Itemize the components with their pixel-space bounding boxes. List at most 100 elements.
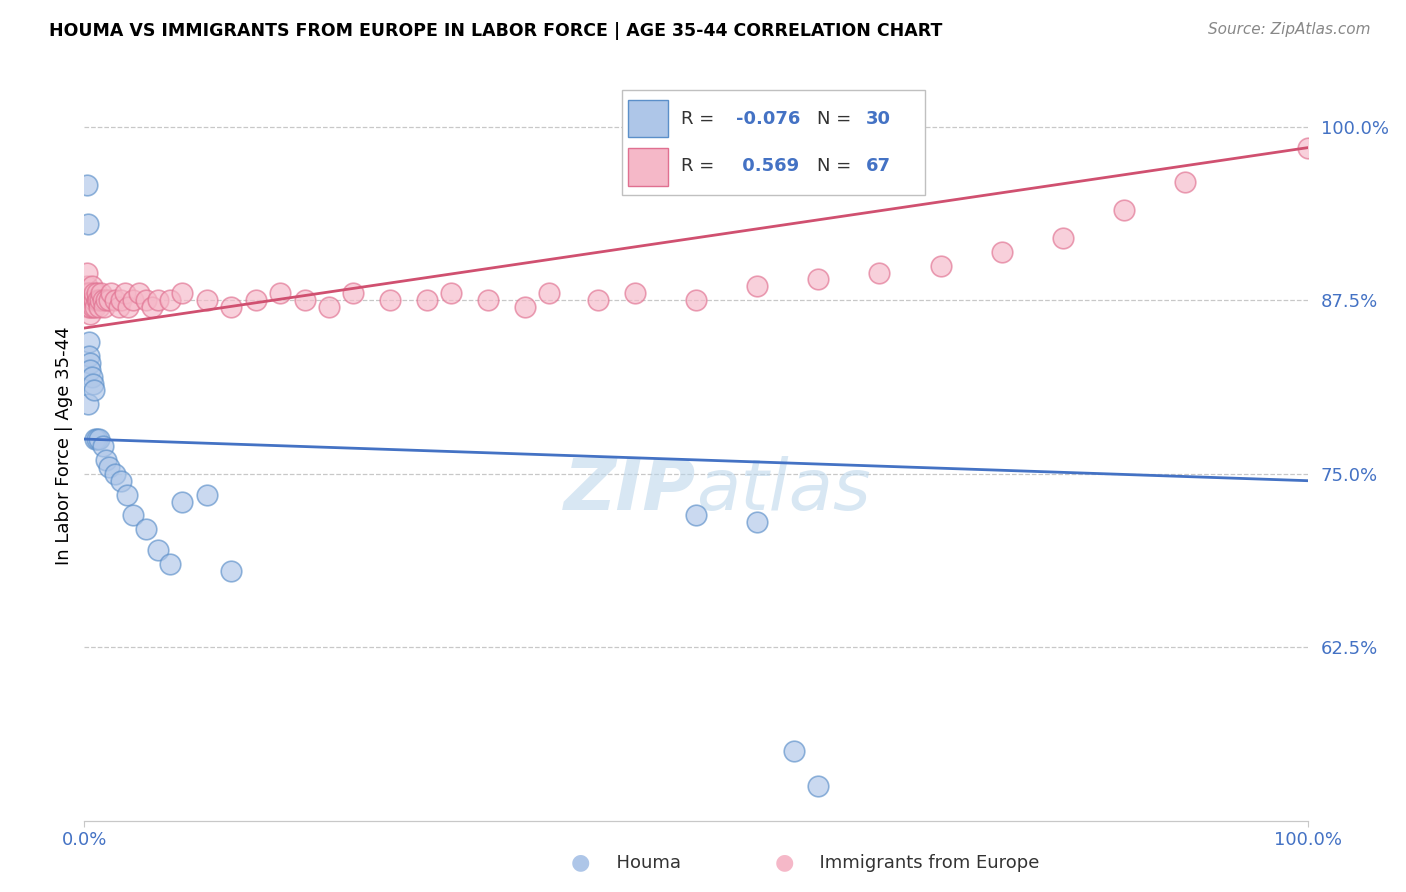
Point [685,293,707,308]
Point [77,300,100,314]
Point [80,369,103,384]
Point [79,356,101,370]
Point [90,286,112,301]
Point [115,487,138,501]
Point [318,300,340,314]
Point [110,474,132,488]
Point [77,286,100,301]
Point [89,293,111,308]
Point [79,300,101,314]
Point [477,293,499,308]
Text: ZIP: ZIP [564,457,696,525]
Point [380,293,402,308]
Text: R =: R = [681,110,720,128]
Point [513,300,536,314]
Point [97,293,120,308]
Point [294,293,316,308]
Point [77,300,100,314]
Point [77,217,100,231]
Point [82,376,104,391]
Point [97,459,120,474]
Point [77,334,100,349]
Point [87,432,110,446]
Point [83,293,105,308]
Point [75,293,97,308]
Point [73,293,96,308]
Point [77,349,100,363]
Point [86,286,108,301]
Point [416,293,439,308]
Point [114,286,136,301]
Point [107,300,129,314]
Point [96,293,118,308]
Point [96,453,118,467]
Bar [628,100,668,137]
Point [1114,203,1136,218]
Point [146,543,169,558]
Point [122,508,145,523]
Point [624,286,647,301]
Point [1174,175,1197,189]
Point [869,266,891,280]
Point [83,384,105,398]
Point [159,557,181,571]
Point [100,286,122,301]
Point [747,279,769,293]
Point [440,286,463,301]
Point [807,779,830,793]
Point [685,508,707,523]
Point [141,300,163,314]
Point [91,439,114,453]
Point [104,467,127,481]
Point [77,397,100,411]
Point [75,286,97,301]
Point [76,266,98,280]
Point [1052,231,1074,245]
Point [82,293,104,308]
Point [135,293,157,308]
Text: Source: ZipAtlas.com: Source: ZipAtlas.com [1208,22,1371,37]
Point [91,293,114,308]
Point [159,293,181,308]
Point [195,293,218,308]
Point [269,286,291,301]
Point [122,293,145,308]
Point [219,564,242,578]
Point [82,300,104,314]
Text: 0.569: 0.569 [737,157,799,175]
Point [93,300,115,314]
Point [747,516,769,530]
Text: 30: 30 [866,110,891,128]
Point [342,286,364,301]
Text: N =: N = [817,157,856,175]
Point [86,293,108,308]
Point [538,286,561,301]
Point [929,259,952,273]
Point [117,300,139,314]
Point [783,744,806,758]
Point [77,293,100,308]
Point [128,286,150,301]
Text: N =: N = [817,110,856,128]
Y-axis label: In Labor Force | Age 35-44: In Labor Force | Age 35-44 [55,326,73,566]
Point [86,432,108,446]
Point [172,286,194,301]
Point [135,522,157,536]
Point [146,293,169,308]
Point [79,307,101,321]
Bar [628,148,668,186]
Point [77,286,100,301]
Text: -0.076: -0.076 [737,110,800,128]
Point [87,293,110,308]
Text: HOUMA VS IMMIGRANTS FROM EUROPE IN LABOR FORCE | AGE 35-44 CORRELATION CHART: HOUMA VS IMMIGRANTS FROM EUROPE IN LABOR… [49,22,942,40]
Point [87,300,110,314]
Text: 67: 67 [866,157,891,175]
Point [80,293,103,308]
Text: atlas: atlas [696,457,870,525]
Text: ●: ● [571,853,591,872]
Point [172,494,194,508]
Text: Houma: Houma [605,855,681,872]
Point [84,432,107,446]
FancyBboxPatch shape [621,90,925,195]
Point [1296,141,1319,155]
